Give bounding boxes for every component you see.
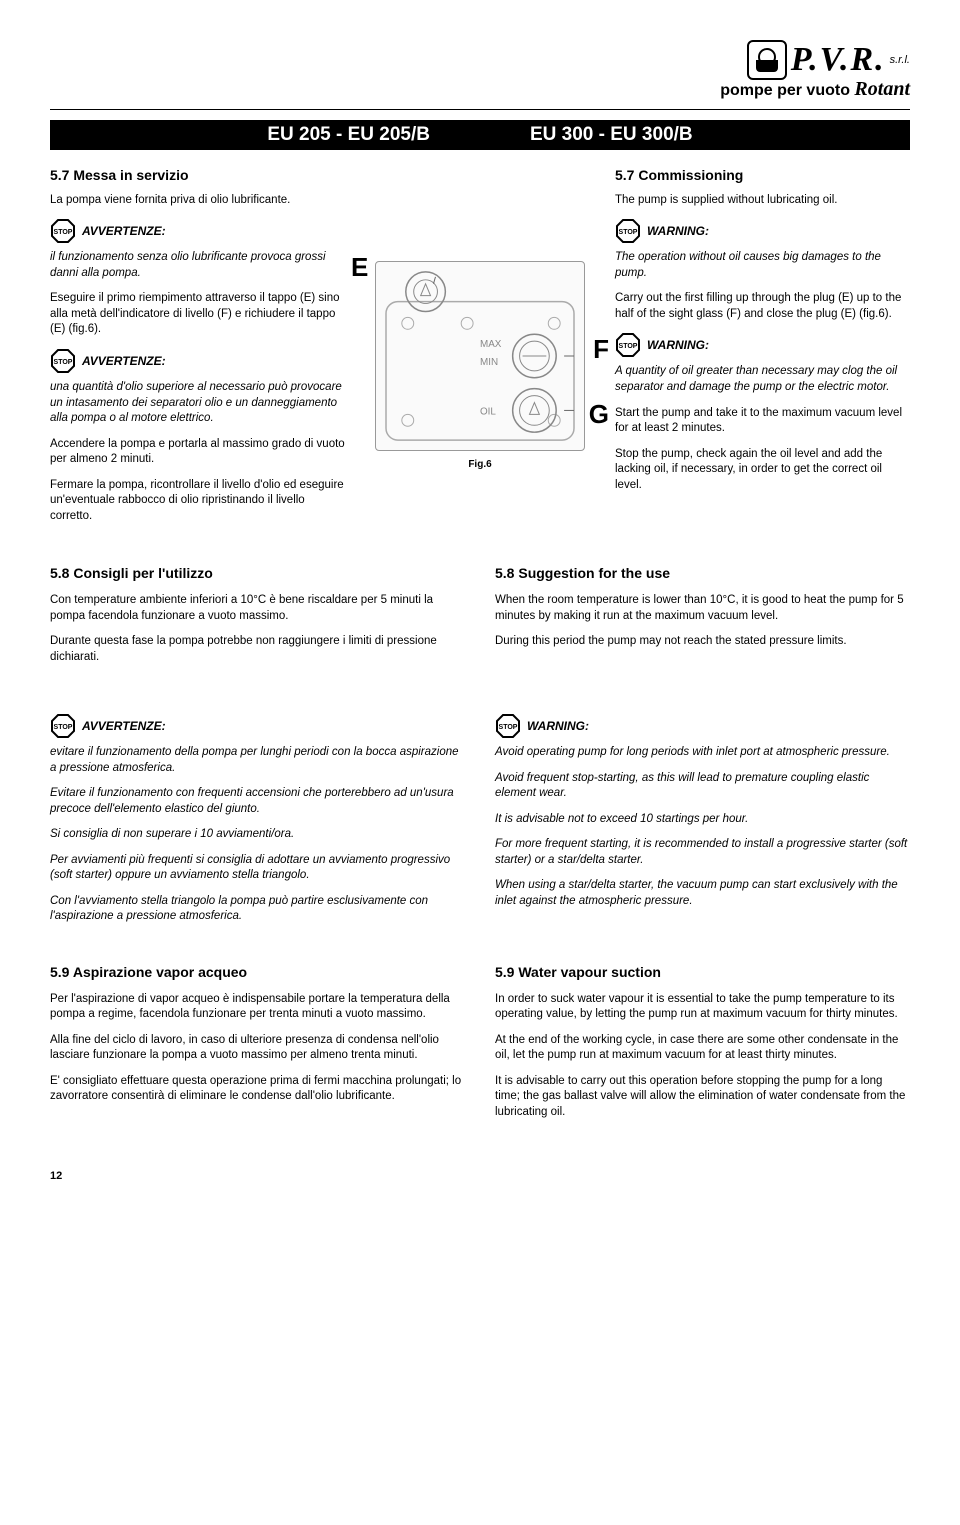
para: Accendere la pompa e portarla al massimo… xyxy=(50,437,345,468)
section-5-8-italian: 5.8 Consigli per l'utilizzo Con temperat… xyxy=(50,564,465,675)
header-divider xyxy=(50,109,910,110)
para: Stop the pump, check again the oil level… xyxy=(615,447,910,494)
warning-text: Evitare il funzionamento con frequenti a… xyxy=(50,787,454,815)
svg-text:STOP: STOP xyxy=(54,229,73,236)
svg-text:STOP: STOP xyxy=(54,359,73,366)
para: Start the pump and take it to the maximu… xyxy=(615,406,910,437)
logo-letters: P.V.R. xyxy=(791,41,886,79)
warning-text: For more frequent starting, it is recomm… xyxy=(495,838,907,866)
para: The pump is supplied without lubricating… xyxy=(615,193,910,209)
section-5-8-warnings: STOP AVVERTENZE: evitare il funzionament… xyxy=(50,703,910,935)
title-bar-left: EU 205 - EU 205/B xyxy=(267,124,430,146)
title-bar-right: EU 300 - EU 300/B xyxy=(530,124,693,146)
callout-letter-f: F xyxy=(593,334,609,365)
section-5-7-english: 5.7 Commissioning The pump is supplied w… xyxy=(615,166,910,534)
heading-5-8-en: 5.8 Suggestion for the use xyxy=(495,564,910,583)
para: Con temperature ambiente inferiori a 10°… xyxy=(50,593,465,624)
warning-text: It is advisable not to exceed 10 startin… xyxy=(495,813,748,825)
warning-text: una quantità d'olio superiore al necessa… xyxy=(50,381,342,424)
warning-label: WARNING: xyxy=(647,223,709,239)
warning-label: AVVERTENZE: xyxy=(82,223,166,239)
para: La pompa viene fornita priva di olio lub… xyxy=(50,193,345,209)
warning-text: A quantity of oil greater than necessary… xyxy=(615,365,897,393)
page-header: P.V.R. s.r.l. pompe per vuoto Rotant xyxy=(50,40,910,101)
stop-icon: STOP xyxy=(615,218,641,244)
diag-label-max: MAX xyxy=(480,339,502,350)
warning-text: Si consiglia di non superare i 10 avviam… xyxy=(50,828,294,840)
para: Alla fine del ciclo di lavoro, in caso d… xyxy=(50,1033,465,1064)
warning-text: Per avviamenti più frequenti si consigli… xyxy=(50,854,450,882)
warning-text: il funzionamento senza olio lubrificante… xyxy=(50,251,326,279)
heading-5-9-en: 5.9 Water vapour suction xyxy=(495,963,910,982)
warning-text: Con l'avviamento stella triangolo la pom… xyxy=(50,895,428,923)
heading-5-7-en: 5.7 Commissioning xyxy=(615,166,910,185)
section-5-9: 5.9 Aspirazione vapor acqueo Per l'aspir… xyxy=(50,963,910,1131)
section-5-8: 5.8 Consigli per l'utilizzo Con temperat… xyxy=(50,564,910,675)
para: In order to suck water vapour it is esse… xyxy=(495,992,910,1023)
para: E' consigliato effettuare questa operazi… xyxy=(50,1074,465,1105)
warning-text: Avoid frequent stop-starting, as this wi… xyxy=(495,772,869,800)
stop-icon: STOP xyxy=(50,348,76,374)
para: At the end of the working cycle, in case… xyxy=(495,1033,910,1064)
figure-6-diagram: E F G MAX MIN xyxy=(375,261,585,451)
heading-5-7-it: 5.7 Messa in servizio xyxy=(50,166,345,185)
logo-subtitle-right: Rotant xyxy=(854,78,910,100)
figure-caption: Fig.6 xyxy=(468,459,491,470)
callout-letter-e: E xyxy=(351,252,368,283)
figure-6-container: E F G MAX MIN xyxy=(365,166,595,534)
stop-icon: STOP xyxy=(50,713,76,739)
title-bar: EU 205 - EU 205/B EU 300 - EU 300/B xyxy=(50,120,910,150)
stop-icon: STOP xyxy=(615,332,641,358)
diag-label-oil: OIL xyxy=(480,406,496,417)
section-5-7-italian: 5.7 Messa in servizio La pompa viene for… xyxy=(50,166,345,534)
para: During this period the pump may not reac… xyxy=(495,634,910,650)
heading-5-9-it: 5.9 Aspirazione vapor acqueo xyxy=(50,963,465,982)
warning-label: WARNING: xyxy=(647,337,709,353)
diag-label-min: MIN xyxy=(480,356,498,367)
para: Durante questa fase la pompa potrebbe no… xyxy=(50,634,465,665)
svg-text:STOP: STOP xyxy=(619,229,638,236)
para: Per l'aspirazione di vapor acqueo è indi… xyxy=(50,992,465,1023)
para: When the room temperature is lower than … xyxy=(495,593,910,624)
para: Eseguire il primo riempimento attraverso… xyxy=(50,291,345,338)
logo-subtitle-left: pompe per vuoto xyxy=(720,82,850,99)
stop-icon: STOP xyxy=(50,218,76,244)
section-5-9-english: 5.9 Water vapour suction In order to suc… xyxy=(495,963,910,1131)
warning-label: AVVERTENZE: xyxy=(82,718,166,734)
logo-icon xyxy=(747,40,787,80)
para: Fermare la pompa, ricontrollare il livel… xyxy=(50,478,345,525)
warning-text: When using a star/delta starter, the vac… xyxy=(495,879,898,907)
section-5-8-english: 5.8 Suggestion for the use When the room… xyxy=(495,564,910,675)
section-5-8-warn-italian: STOP AVVERTENZE: evitare il funzionament… xyxy=(50,703,465,935)
callout-letter-g: G xyxy=(589,399,609,430)
brand-logo: P.V.R. s.r.l. pompe per vuoto Rotant xyxy=(720,40,910,101)
para: It is advisable to carry out this operat… xyxy=(495,1074,910,1121)
svg-text:STOP: STOP xyxy=(619,343,638,350)
section-5-9-italian: 5.9 Aspirazione vapor acqueo Per l'aspir… xyxy=(50,963,465,1131)
para: Carry out the first filling up through t… xyxy=(615,291,910,322)
warning-label: WARNING: xyxy=(527,718,589,734)
page-number: 12 xyxy=(50,1170,910,1182)
warning-text: evitare il funzionamento della pompa per… xyxy=(50,746,459,774)
logo-srl: s.r.l. xyxy=(890,54,910,66)
warning-text: The operation without oil causes big dam… xyxy=(615,251,881,279)
heading-5-8-it: 5.8 Consigli per l'utilizzo xyxy=(50,564,465,583)
svg-text:STOP: STOP xyxy=(499,724,518,731)
stop-icon: STOP xyxy=(495,713,521,739)
section-5-8-warn-english: STOP WARNING: Avoid operating pump for l… xyxy=(495,703,910,935)
section-5-7: 5.7 Messa in servizio La pompa viene for… xyxy=(50,166,910,534)
warning-label: AVVERTENZE: xyxy=(82,353,166,369)
warning-text: Avoid operating pump for long periods wi… xyxy=(495,746,890,758)
svg-text:STOP: STOP xyxy=(54,724,73,731)
